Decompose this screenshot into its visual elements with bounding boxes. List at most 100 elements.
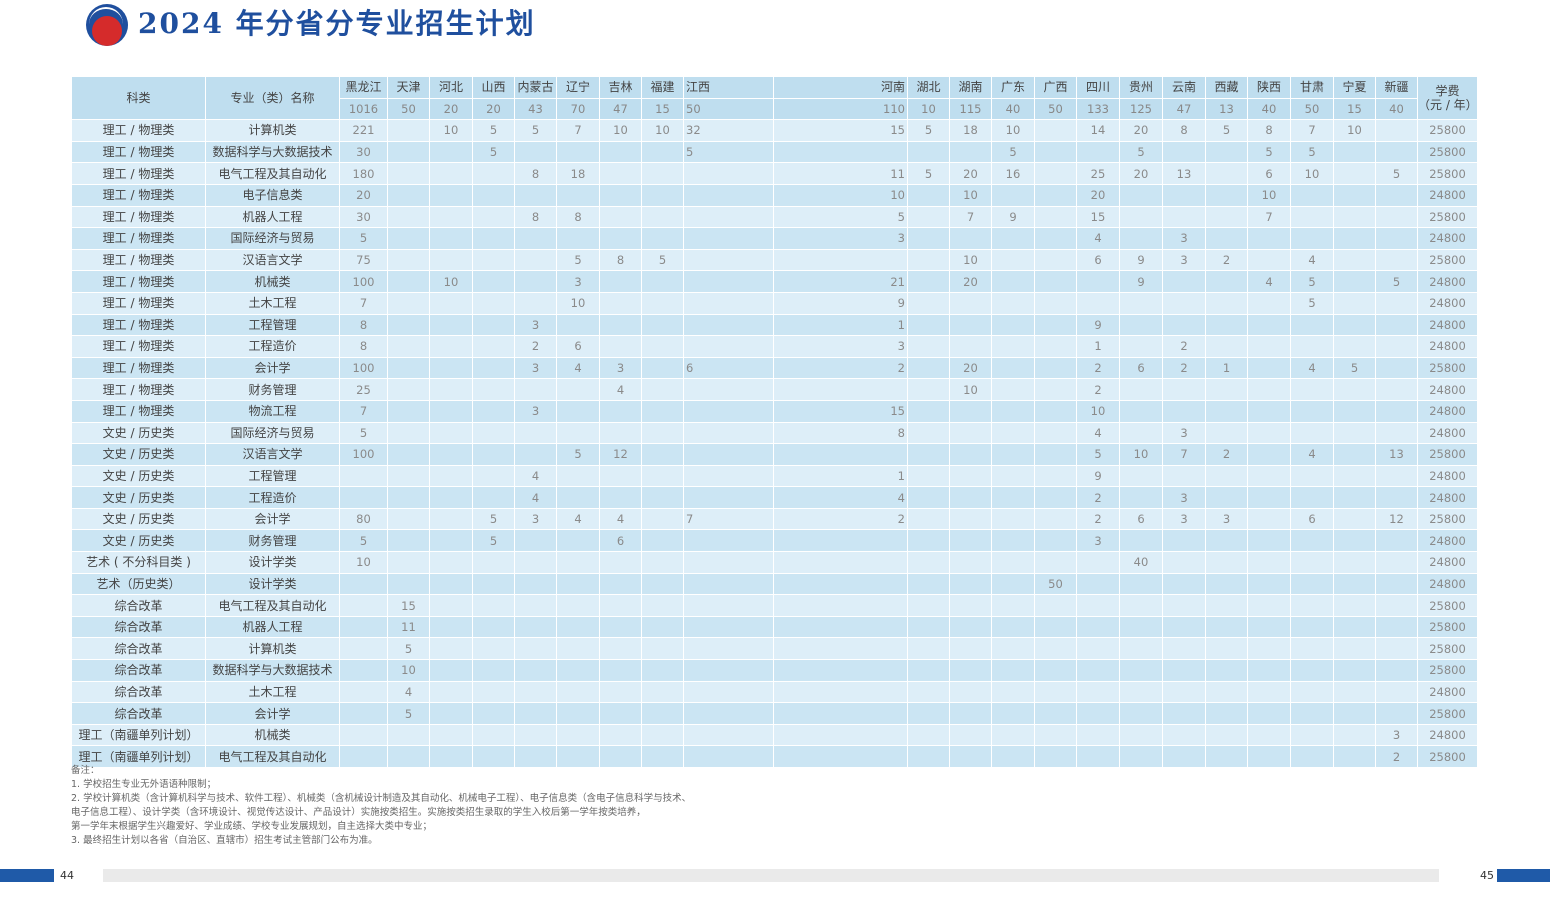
quota-cell: 5 <box>556 248 600 272</box>
quota-cell <box>773 572 908 596</box>
quota-cell: 13 <box>1375 443 1418 466</box>
quota-cell <box>907 551 950 574</box>
quota-cell <box>514 529 557 553</box>
quota-cell: 20 <box>1119 162 1163 185</box>
major-cell: 会计学 <box>205 356 340 380</box>
quota-cell <box>1247 637 1291 661</box>
quota-cell <box>1205 313 1248 337</box>
quota-cell <box>1034 335 1077 358</box>
quota-cell <box>599 464 642 488</box>
quota-cell <box>472 443 515 466</box>
quota-cell <box>472 399 515 423</box>
quota-cell <box>1076 594 1120 617</box>
quota-cell: 4 <box>1076 227 1120 250</box>
quota-cell <box>907 399 950 423</box>
quota-cell <box>429 162 473 185</box>
category-cell: 文史 / 历史类 <box>71 507 206 531</box>
quota-cell <box>514 421 557 445</box>
quota-cell <box>1247 615 1291 639</box>
quota-cell <box>1290 399 1334 423</box>
quota-cell <box>599 313 642 337</box>
category-cell: 理工 / 物理类 <box>71 183 206 207</box>
quota-cell <box>1205 572 1248 596</box>
header-province-total: 47 <box>599 97 642 121</box>
quota-cell <box>1290 421 1334 445</box>
quota-cell: 4 <box>556 507 600 531</box>
quota-cell <box>1119 680 1163 704</box>
quota-cell <box>599 680 642 704</box>
quota-cell: 1 <box>773 464 908 488</box>
quota-cell <box>1290 227 1334 250</box>
quota-cell <box>429 291 473 315</box>
header-province: 四川 <box>1076 76 1120 99</box>
note-line: 2. 学校计算机类（含计算机科学与技术、软件工程）、机械类（含机械设计制造及其自… <box>71 793 692 804</box>
quota-cell <box>429 205 473 229</box>
quota-cell <box>599 745 642 768</box>
quota-cell <box>991 637 1035 661</box>
quota-cell: 3 <box>773 227 908 250</box>
header-province: 湖北 <box>907 76 950 99</box>
table-row: 艺术（历史类） 设计学类 50 24800 <box>71 572 1478 596</box>
quota-cell <box>387 378 430 401</box>
quota-cell: 21 <box>773 270 908 293</box>
quota-cell: 2 <box>1076 486 1120 509</box>
quota-cell <box>907 464 950 488</box>
quota-cell <box>1119 291 1163 315</box>
header-province: 江西 <box>683 76 774 99</box>
header-province: 宁夏 <box>1333 76 1376 99</box>
quota-cell <box>1119 529 1163 553</box>
quota-cell <box>907 615 950 639</box>
quota-cell <box>472 248 515 272</box>
quota-cell: 3 <box>1162 486 1206 509</box>
quota-cell <box>907 205 950 229</box>
quota-cell <box>1034 615 1077 639</box>
quota-cell <box>556 464 600 488</box>
quota-cell: 10 <box>949 183 992 207</box>
quota-cell <box>429 680 473 704</box>
quota-cell: 6 <box>1290 507 1334 531</box>
quota-cell <box>991 227 1035 250</box>
quota-cell: 4 <box>1290 356 1334 380</box>
quota-cell <box>641 313 684 337</box>
quota-cell <box>1333 615 1376 639</box>
quota-cell <box>907 594 950 617</box>
table-row: 文史 / 历史类 财务管理 5 5 6 3 24800 <box>71 529 1478 553</box>
quota-cell: 3 <box>773 335 908 358</box>
quota-cell <box>949 659 992 682</box>
quota-cell <box>387 356 430 380</box>
header-province-total: 43 <box>514 97 557 121</box>
fee-cell: 25800 <box>1417 702 1478 725</box>
quota-cell <box>949 702 992 725</box>
quota-cell: 20 <box>339 183 388 207</box>
quota-cell <box>1333 551 1376 574</box>
quota-cell <box>683 399 774 423</box>
category-cell: 文史 / 历史类 <box>71 529 206 553</box>
quota-cell <box>429 227 473 250</box>
quota-cell <box>1119 205 1163 229</box>
quota-cell <box>472 745 515 768</box>
quota-cell: 16 <box>991 162 1035 185</box>
quota-cell <box>907 637 950 661</box>
notes-section: 备注： 1. 学校招生专业无外语语种限制； 2. 学校计算机类（含计算机科学与技术、… <box>71 764 691 848</box>
quota-cell <box>991 248 1035 272</box>
quota-cell <box>1290 594 1334 617</box>
quota-cell <box>1247 702 1291 725</box>
quota-cell <box>1375 659 1418 682</box>
quota-cell <box>1205 486 1248 509</box>
quota-cell <box>1034 486 1077 509</box>
quota-cell: 30 <box>339 205 388 229</box>
major-cell: 机械类 <box>205 270 340 293</box>
header-province-total: 70 <box>556 97 600 121</box>
quota-cell <box>387 183 430 207</box>
quota-cell: 50 <box>1034 572 1077 596</box>
major-cell: 汉语言文学 <box>205 443 340 466</box>
table-row: 综合改革 机器人工程 11 25800 <box>71 615 1478 639</box>
major-cell: 国际经济与贸易 <box>205 421 340 445</box>
quota-cell: 10 <box>1247 183 1291 207</box>
quota-cell <box>599 659 642 682</box>
quota-cell <box>773 702 908 725</box>
quota-cell <box>1333 291 1376 315</box>
quota-cell <box>339 723 388 747</box>
quota-cell <box>1119 702 1163 725</box>
quota-cell <box>556 745 600 768</box>
